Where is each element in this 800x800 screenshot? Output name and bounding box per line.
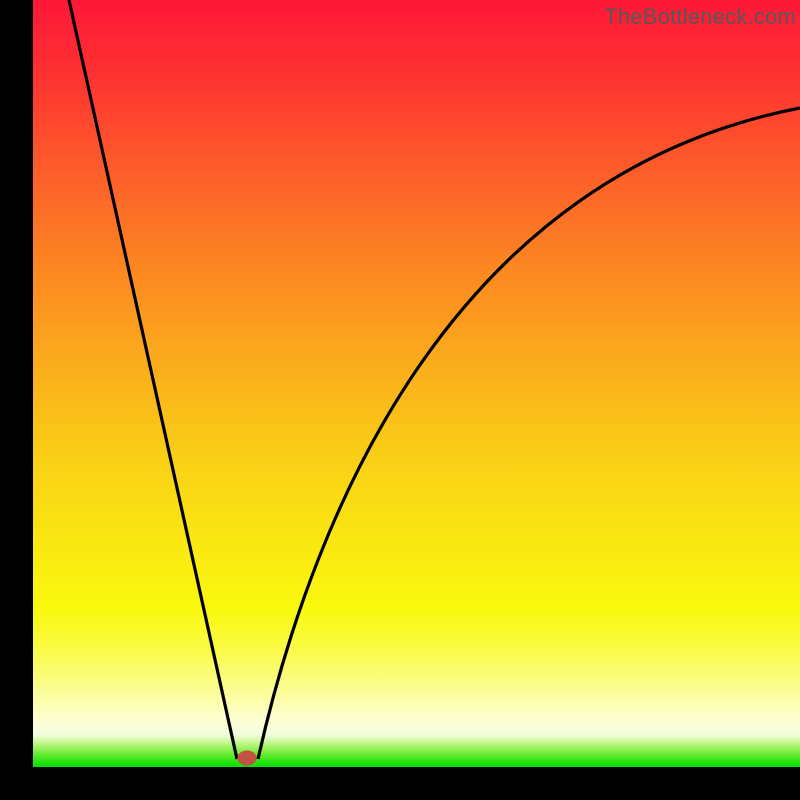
curve-layer (0, 0, 800, 800)
minimum-marker (238, 751, 256, 765)
curve-right-branch (258, 108, 800, 759)
curve-left-branch (69, 0, 237, 759)
chart-container: TheBottleneck.com (0, 0, 800, 800)
watermark-text: TheBottleneck.com (604, 4, 796, 30)
